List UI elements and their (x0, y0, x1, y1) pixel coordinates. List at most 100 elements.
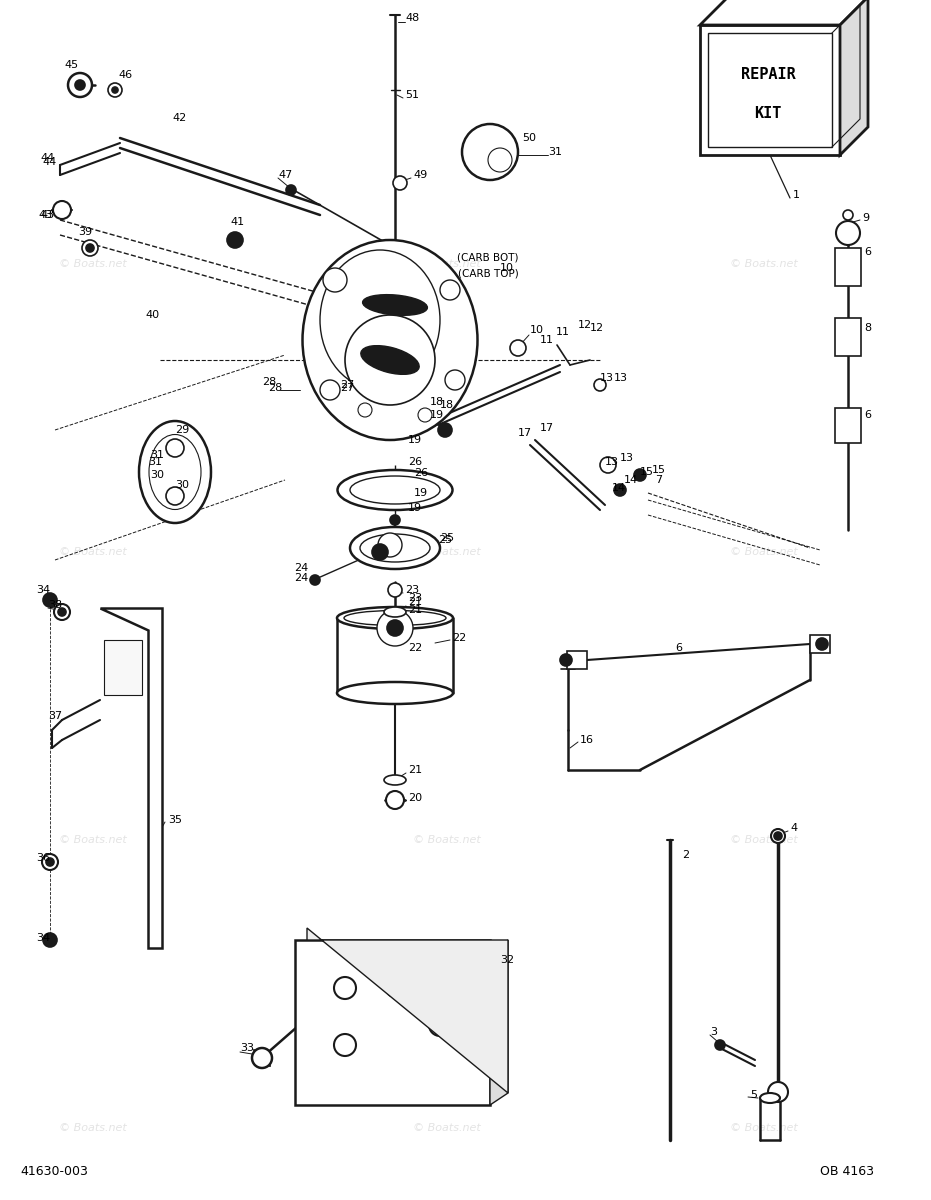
Polygon shape (307, 928, 508, 1093)
Circle shape (771, 829, 785, 842)
Text: 12: 12 (590, 323, 604, 332)
Text: © Boats.net: © Boats.net (413, 547, 480, 557)
Circle shape (166, 439, 184, 457)
Circle shape (43, 934, 57, 947)
Text: (CARB BOT): (CARB BOT) (457, 253, 519, 263)
Text: 31: 31 (548, 146, 562, 157)
Circle shape (560, 654, 572, 666)
Text: REPAIR: REPAIR (741, 67, 795, 82)
Text: 15: 15 (652, 464, 666, 475)
Circle shape (43, 593, 57, 607)
Circle shape (377, 610, 413, 646)
Circle shape (774, 832, 782, 840)
Text: 21: 21 (408, 605, 422, 614)
Text: 35: 35 (168, 815, 182, 826)
Circle shape (252, 1048, 272, 1068)
Text: 3: 3 (710, 1027, 717, 1037)
Circle shape (634, 469, 646, 481)
Text: 50: 50 (522, 133, 536, 143)
Text: 36: 36 (36, 853, 50, 863)
Text: 13: 13 (605, 457, 619, 467)
Text: 21: 21 (408, 596, 422, 607)
Ellipse shape (337, 682, 453, 704)
Text: 45: 45 (64, 60, 78, 70)
Text: 31: 31 (148, 457, 162, 467)
Text: 34: 34 (36, 934, 50, 943)
Text: 5: 5 (750, 1090, 757, 1100)
Circle shape (836, 221, 860, 245)
Text: 27: 27 (340, 383, 355, 392)
Text: 17: 17 (540, 422, 554, 433)
Circle shape (418, 408, 432, 422)
Circle shape (310, 575, 320, 584)
Text: 14: 14 (612, 482, 627, 493)
Text: 6: 6 (864, 410, 871, 420)
Ellipse shape (149, 434, 201, 510)
Circle shape (358, 403, 372, 416)
Text: © Boats.net: © Boats.net (60, 547, 127, 557)
Text: © Boats.net: © Boats.net (60, 835, 127, 845)
Text: 18: 18 (430, 397, 444, 407)
Bar (700, 25, 840, 155)
Ellipse shape (337, 607, 453, 629)
Text: 48: 48 (405, 13, 419, 23)
Text: 10: 10 (530, 325, 544, 335)
Ellipse shape (362, 295, 427, 316)
Circle shape (386, 791, 404, 809)
Text: 10: 10 (500, 263, 514, 272)
Circle shape (387, 620, 403, 636)
Circle shape (75, 80, 85, 90)
Text: 17: 17 (518, 428, 533, 438)
Circle shape (594, 379, 606, 391)
Text: 23: 23 (405, 584, 419, 595)
Circle shape (345, 314, 435, 404)
Circle shape (816, 638, 828, 650)
Text: 26: 26 (414, 468, 428, 478)
Text: 38: 38 (48, 600, 62, 610)
Circle shape (53, 200, 71, 218)
Circle shape (54, 604, 70, 620)
Text: 41: 41 (230, 217, 244, 227)
Circle shape (390, 515, 400, 526)
Bar (567, 650, 587, 670)
Circle shape (462, 124, 518, 180)
Text: 34: 34 (36, 584, 50, 595)
Circle shape (227, 232, 243, 248)
Circle shape (393, 176, 407, 190)
Text: KIT: KIT (754, 106, 782, 121)
Text: 11: 11 (556, 326, 570, 337)
Text: 41630-003: 41630-003 (20, 1165, 88, 1178)
Text: 15: 15 (640, 467, 654, 476)
Circle shape (68, 73, 92, 97)
Text: 6: 6 (864, 247, 871, 257)
Text: © Boats.net: © Boats.net (413, 1123, 480, 1133)
Text: 32: 32 (500, 955, 514, 965)
Ellipse shape (350, 476, 440, 504)
Bar (835, 318, 861, 356)
Text: 11: 11 (540, 335, 554, 346)
Text: 25: 25 (440, 533, 454, 542)
Text: 40: 40 (145, 310, 159, 320)
Polygon shape (840, 0, 868, 155)
Circle shape (768, 1082, 788, 1102)
Text: 14: 14 (624, 475, 638, 485)
Text: 26: 26 (408, 457, 422, 467)
Text: 20: 20 (408, 793, 422, 803)
Text: 49: 49 (413, 170, 427, 180)
Text: © Boats.net: © Boats.net (60, 259, 127, 269)
Ellipse shape (139, 421, 211, 523)
Polygon shape (700, 0, 868, 25)
Circle shape (378, 533, 402, 557)
Ellipse shape (360, 534, 430, 562)
Text: OB 4163: OB 4163 (820, 1165, 874, 1178)
Circle shape (510, 340, 526, 356)
Text: 33: 33 (240, 1043, 254, 1054)
Text: 24: 24 (294, 563, 308, 572)
Text: 13: 13 (600, 373, 614, 383)
Circle shape (715, 1040, 725, 1050)
Text: 1: 1 (793, 190, 800, 200)
Circle shape (440, 280, 460, 300)
Ellipse shape (344, 611, 446, 625)
Ellipse shape (384, 775, 406, 785)
Text: © Boats.net: © Boats.net (413, 835, 480, 845)
